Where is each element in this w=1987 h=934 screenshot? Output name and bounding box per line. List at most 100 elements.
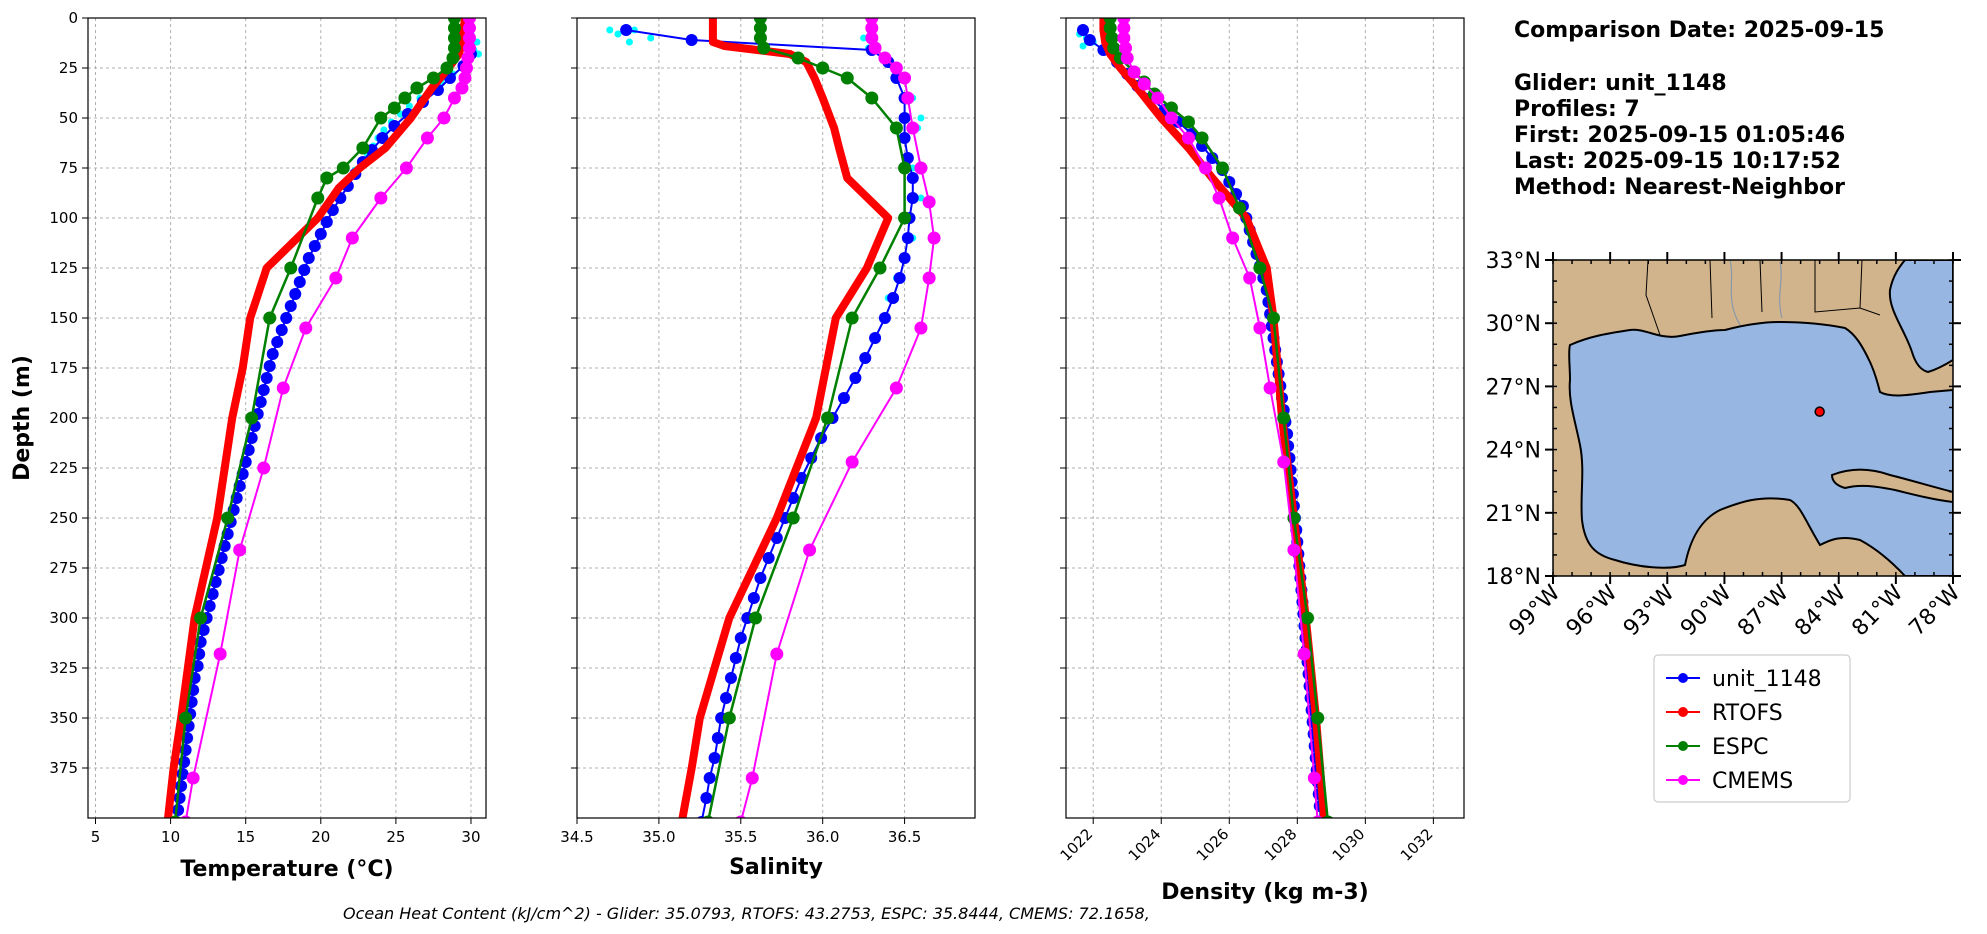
series-point-cmems [180,815,191,818]
series-point-unit_1148 [308,240,321,252]
series-point-espc [374,111,388,125]
method: Method: Nearest-Neighbor [1514,175,1845,200]
series-point-cmems [420,131,434,145]
series-point-cmems [865,31,879,45]
series-line-espc [1108,18,1329,818]
series-point-cmems [455,81,469,95]
series-point-cmems [462,21,476,35]
map-cuba [1830,468,1953,504]
series-line-rtofs [678,18,893,818]
series-point-espc [263,311,277,325]
series-point-unit_1148 [376,132,389,144]
raw-profile-point [380,126,388,134]
series-point-espc [1105,31,1119,45]
series-point-cmems [1137,77,1151,91]
series-line-espc [174,18,456,818]
series-point-unit_1148 [708,752,721,764]
last-time: Last: 2025-09-15 10:17:52 [1514,149,1841,174]
series-point-cmems [1117,31,1131,45]
series-point-espc [1181,115,1195,129]
series-point-unit_1148 [754,572,767,584]
x-tick-label: 1028 [1261,825,1301,865]
series-point-espc [194,611,208,625]
series-point-unit_1148 [762,552,775,564]
series-point-unit_1148 [1077,24,1090,36]
series-point-espc [791,51,805,65]
series-point-espc [816,61,830,75]
series-point-espc [447,31,461,45]
legend-label-cmems: CMEMS [1712,769,1793,794]
series-point-unit_1148 [685,34,698,46]
x-tick-label: 1030 [1329,825,1369,865]
salinity-panel: 34.5 35.0 35.5 36.0 36.5 Salinity [560,17,976,880]
y-tick-label: 75 [59,159,78,177]
series-point-unit_1148 [172,804,185,816]
series-point-cmems [868,41,882,55]
raw-profile-point [917,194,925,202]
series-point-cmems [927,231,941,245]
series-point-unit_1148 [901,152,914,164]
data-layer [1076,18,1334,818]
comparison-date: Comparison Date: 2025-09-15 [1514,18,1884,43]
raw-profile-point [1079,42,1087,50]
y-axis-title: Depth (m) [10,355,35,481]
series-point-espc [873,261,887,275]
lat-tick-label: 18°N [1486,565,1541,590]
series-point-unit_1148 [1206,152,1219,164]
series-point-unit_1148 [289,288,302,300]
series-point-cmems [276,381,290,395]
series-point-espc [1103,21,1117,35]
y-tick-label: 0 [68,9,78,27]
series-point-espc [311,191,325,205]
info-block: Comparison Date: 2025-09-15 Glider: unit… [1514,18,1884,200]
x-tick-label: 34.5 [560,828,593,846]
series-point-unit_1148 [787,492,800,504]
lon-tick-label: 90°W [1676,580,1737,641]
series-point-cmems [889,381,903,395]
series-point-unit_1148 [898,132,911,144]
series-point-espc [1277,411,1291,425]
raw-profile-point [625,38,633,46]
series-point-cmems [1243,271,1257,285]
series-point-cmems [1287,543,1301,557]
series-point-unit_1148 [271,336,284,348]
series-point-espc [1267,311,1281,325]
series-point-espc [1215,161,1229,175]
data-layer [164,18,482,818]
series-point-unit_1148 [869,332,882,344]
series-point-unit_1148 [197,624,210,636]
series-point-cmems [906,121,920,135]
y-tick-label: 150 [49,309,78,327]
y-tick-label: 325 [49,659,78,677]
x-tick-label: 25 [386,828,405,846]
series-point-espc [179,711,193,725]
y-tick-label: 125 [49,259,78,277]
series-point-cmems [459,61,473,75]
series-point-espc [336,161,350,175]
series-point-cmems [1127,65,1141,79]
series-point-espc [245,411,259,425]
legend-item-0: unit_1148 [1666,667,1822,692]
raw-profile-point [614,30,622,38]
series-point-unit_1148 [711,732,724,744]
y-tick-label: 200 [49,409,78,427]
y-tick-label: 275 [49,559,78,577]
series-point-cmems [299,321,313,335]
x-tick-label: 5 [91,828,101,846]
series-point-espc [398,91,412,105]
series-point-espc [753,31,767,45]
map-gulf-water [1568,320,1953,576]
series-point-espc [702,815,714,818]
series-point-unit_1148 [906,192,919,204]
y-tick-label: 50 [59,109,78,127]
y-tick-label: 225 [49,459,78,477]
series-point-espc [1107,41,1121,55]
series-point-espc [446,51,460,65]
raw-profile-point [860,34,868,42]
series-line-rtofs [164,18,469,818]
series-point-unit_1148 [878,312,891,324]
raw-profile-point [474,50,482,58]
series-point-unit_1148 [203,600,216,612]
series-point-espc [447,21,461,35]
series-point-cmems [399,161,413,175]
